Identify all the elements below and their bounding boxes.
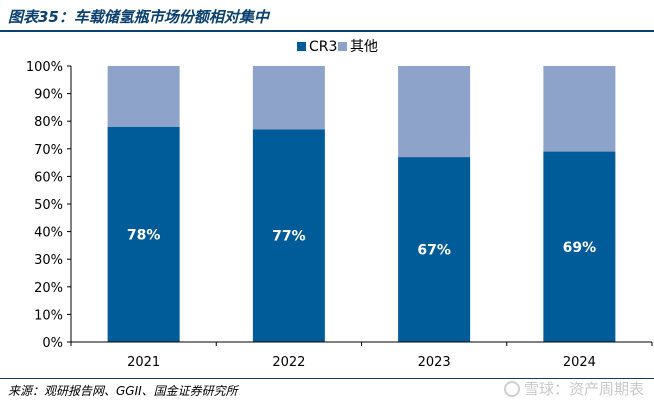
y-tick-label: 0% [42, 336, 63, 351]
y-tick-label: 100% [26, 60, 63, 75]
bar-others-2021 [107, 66, 180, 127]
y-tick-label: 70% [34, 143, 63, 158]
title-rule [0, 30, 654, 32]
watermark-text: 雪球：资产周期表 [523, 380, 644, 398]
source-note: 来源：观研报告网、GGII、国金证券研究所 [8, 384, 238, 398]
stacked-bar-chart: CR3 其他 78% 77% 67% 69% 0% 10% 20% 30% 40% 50% 60%… [26, 39, 653, 370]
data-label-2023: 67% [417, 243, 451, 259]
data-label-2022: 77% [272, 229, 306, 245]
y-tick-label: 90% [34, 88, 63, 103]
y-axis: 0% 10% 20% 30% 40% 50% 60% 70% 80% 90% 100% [26, 60, 72, 351]
x-tick-label: 2022 [272, 355, 305, 370]
x-tick-label: 2021 [127, 355, 160, 370]
bars: 78% 77% 67% 69% [107, 66, 616, 342]
data-label-2024: 69% [563, 240, 597, 256]
y-tick-label: 60% [34, 170, 63, 185]
y-tick-label: 20% [34, 281, 63, 296]
bar-cr3-2024 [543, 151, 616, 342]
legend-swatch-others [338, 42, 347, 51]
source-rule [0, 378, 654, 379]
y-tick-label: 10% [34, 308, 63, 323]
snowball-icon [503, 380, 520, 397]
y-tick-label: 50% [34, 198, 63, 213]
x-tick-label: 2023 [418, 355, 451, 370]
data-label-2021: 78% [127, 227, 161, 243]
bar-others-2023 [398, 66, 471, 158]
bar-cr3-2022 [252, 129, 325, 342]
legend-swatch-cr3 [297, 42, 306, 51]
y-tick-label: 80% [34, 115, 63, 130]
bar-others-2022 [252, 66, 325, 130]
bar-cr3-2021 [107, 126, 180, 342]
y-tick-label: 30% [34, 253, 63, 268]
watermark: 雪球：资产周期表 [503, 378, 644, 399]
legend: CR3 其他 [297, 39, 378, 55]
legend-label-others: 其他 [350, 39, 378, 55]
legend-label-cr3: CR3 [309, 39, 337, 55]
figure-title: 图表35：车载储氢瓶市场份额相对集中 [8, 8, 269, 26]
y-tick-label: 40% [34, 226, 63, 241]
x-tick-label: 2024 [563, 355, 596, 370]
bar-cr3-2023 [398, 157, 471, 342]
x-axis: 2021 2022 2023 2024 [70, 341, 653, 370]
bar-others-2024 [543, 66, 616, 152]
